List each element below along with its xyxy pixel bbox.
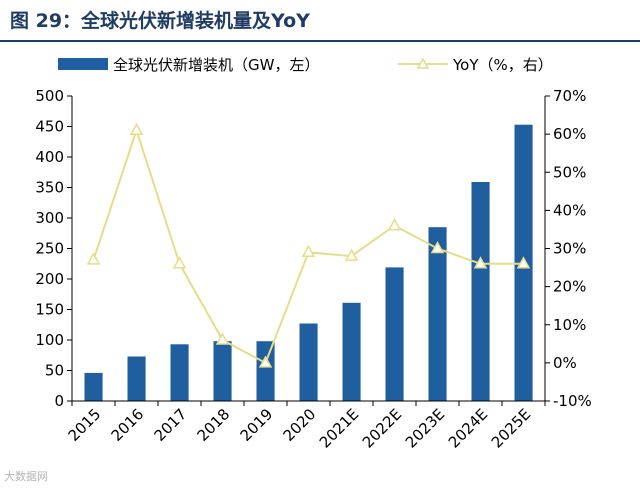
- y-left-tick-label: 100: [35, 331, 64, 349]
- yoy-point-2020: [301, 244, 316, 258]
- yoy-point-2018: [215, 332, 230, 345]
- bar-2017: [170, 344, 189, 401]
- y-right-tick-label: 0%: [553, 354, 577, 372]
- title-rule: [0, 40, 640, 42]
- bar-2023E: [428, 227, 447, 401]
- bar-2016: [127, 356, 146, 401]
- bars: [84, 124, 533, 401]
- legend: 全球光伏新增装机（GW，左） YoY（%，右）: [58, 56, 553, 74]
- watermark: 大数据网: [4, 470, 48, 483]
- bar-2019: [256, 341, 275, 401]
- y-left-tick-label: 150: [35, 301, 64, 319]
- legend-line-label: YoY（%，右）: [452, 56, 553, 74]
- y-right-tick-label: 60%: [553, 125, 586, 143]
- y-left-tick-label: 500: [35, 87, 64, 105]
- legend-bar-label: 全球光伏新增装机（GW，左）: [113, 56, 319, 74]
- chart-title: 图 29：全球光伏新增装机量及YoY: [10, 10, 310, 32]
- x-tick-label-2017: 2017: [151, 405, 191, 445]
- yoy-point-2024E: [473, 256, 488, 269]
- yoy-point-2016: [129, 122, 144, 136]
- x-tick-label-2015: 2015: [65, 405, 105, 445]
- bar-2018: [213, 341, 232, 401]
- y-left-tick-label: 400: [35, 148, 64, 166]
- bar-2021E: [342, 302, 361, 401]
- x-tick-label-2023E: 2023E: [402, 405, 448, 451]
- y-left-tick-label: 300: [35, 209, 64, 227]
- bar-2024E: [471, 182, 490, 401]
- yoy-point-2021E: [344, 248, 359, 261]
- x-tick-label-2025E: 2025E: [488, 405, 534, 451]
- bar-2022E: [385, 267, 404, 401]
- bar-2020: [299, 323, 318, 401]
- yoy-line-layer: [86, 122, 531, 368]
- x-tick-label-2019: 2019: [237, 405, 277, 445]
- y-right-tick-label: 70%: [553, 87, 586, 105]
- yoy-point-2019: [258, 355, 273, 368]
- x-tick-label-2022E: 2022E: [359, 405, 405, 451]
- y-left-tick-label: 250: [35, 240, 64, 258]
- x-tick-label-2016: 2016: [108, 405, 148, 445]
- y-right-tick-label: 30%: [553, 240, 586, 258]
- y-left-tick-label: 350: [35, 179, 64, 197]
- y-left-tick-label: 0: [54, 392, 64, 410]
- legend-line-marker: [416, 57, 430, 69]
- yoy-point-2025E: [516, 256, 531, 269]
- legend-bar-swatch: [58, 58, 108, 70]
- y-left-tick-label: 50: [45, 362, 64, 380]
- y-right-tick-label: 20%: [553, 278, 586, 296]
- y-left-tick-label: 200: [35, 270, 64, 288]
- yoy-point-2023E: [430, 240, 445, 254]
- yoy-point-2022E: [387, 218, 402, 231]
- y-right-tick-label: 50%: [553, 163, 586, 181]
- x-tick-label-2021E: 2021E: [316, 405, 362, 451]
- bar-2015: [84, 372, 103, 401]
- y-right-tick-label: -10%: [553, 392, 592, 410]
- x-tick-label-2024E: 2024E: [445, 405, 491, 451]
- y-right-tick-label: 10%: [553, 316, 586, 334]
- yoy-point-2017: [172, 256, 187, 269]
- y-right-tick-label: 40%: [553, 201, 586, 219]
- x-tick-label-2020: 2020: [280, 405, 320, 445]
- y-left-tick-label: 450: [35, 118, 64, 136]
- x-tick-label-2018: 2018: [194, 405, 234, 445]
- yoy-point-2015: [86, 252, 101, 265]
